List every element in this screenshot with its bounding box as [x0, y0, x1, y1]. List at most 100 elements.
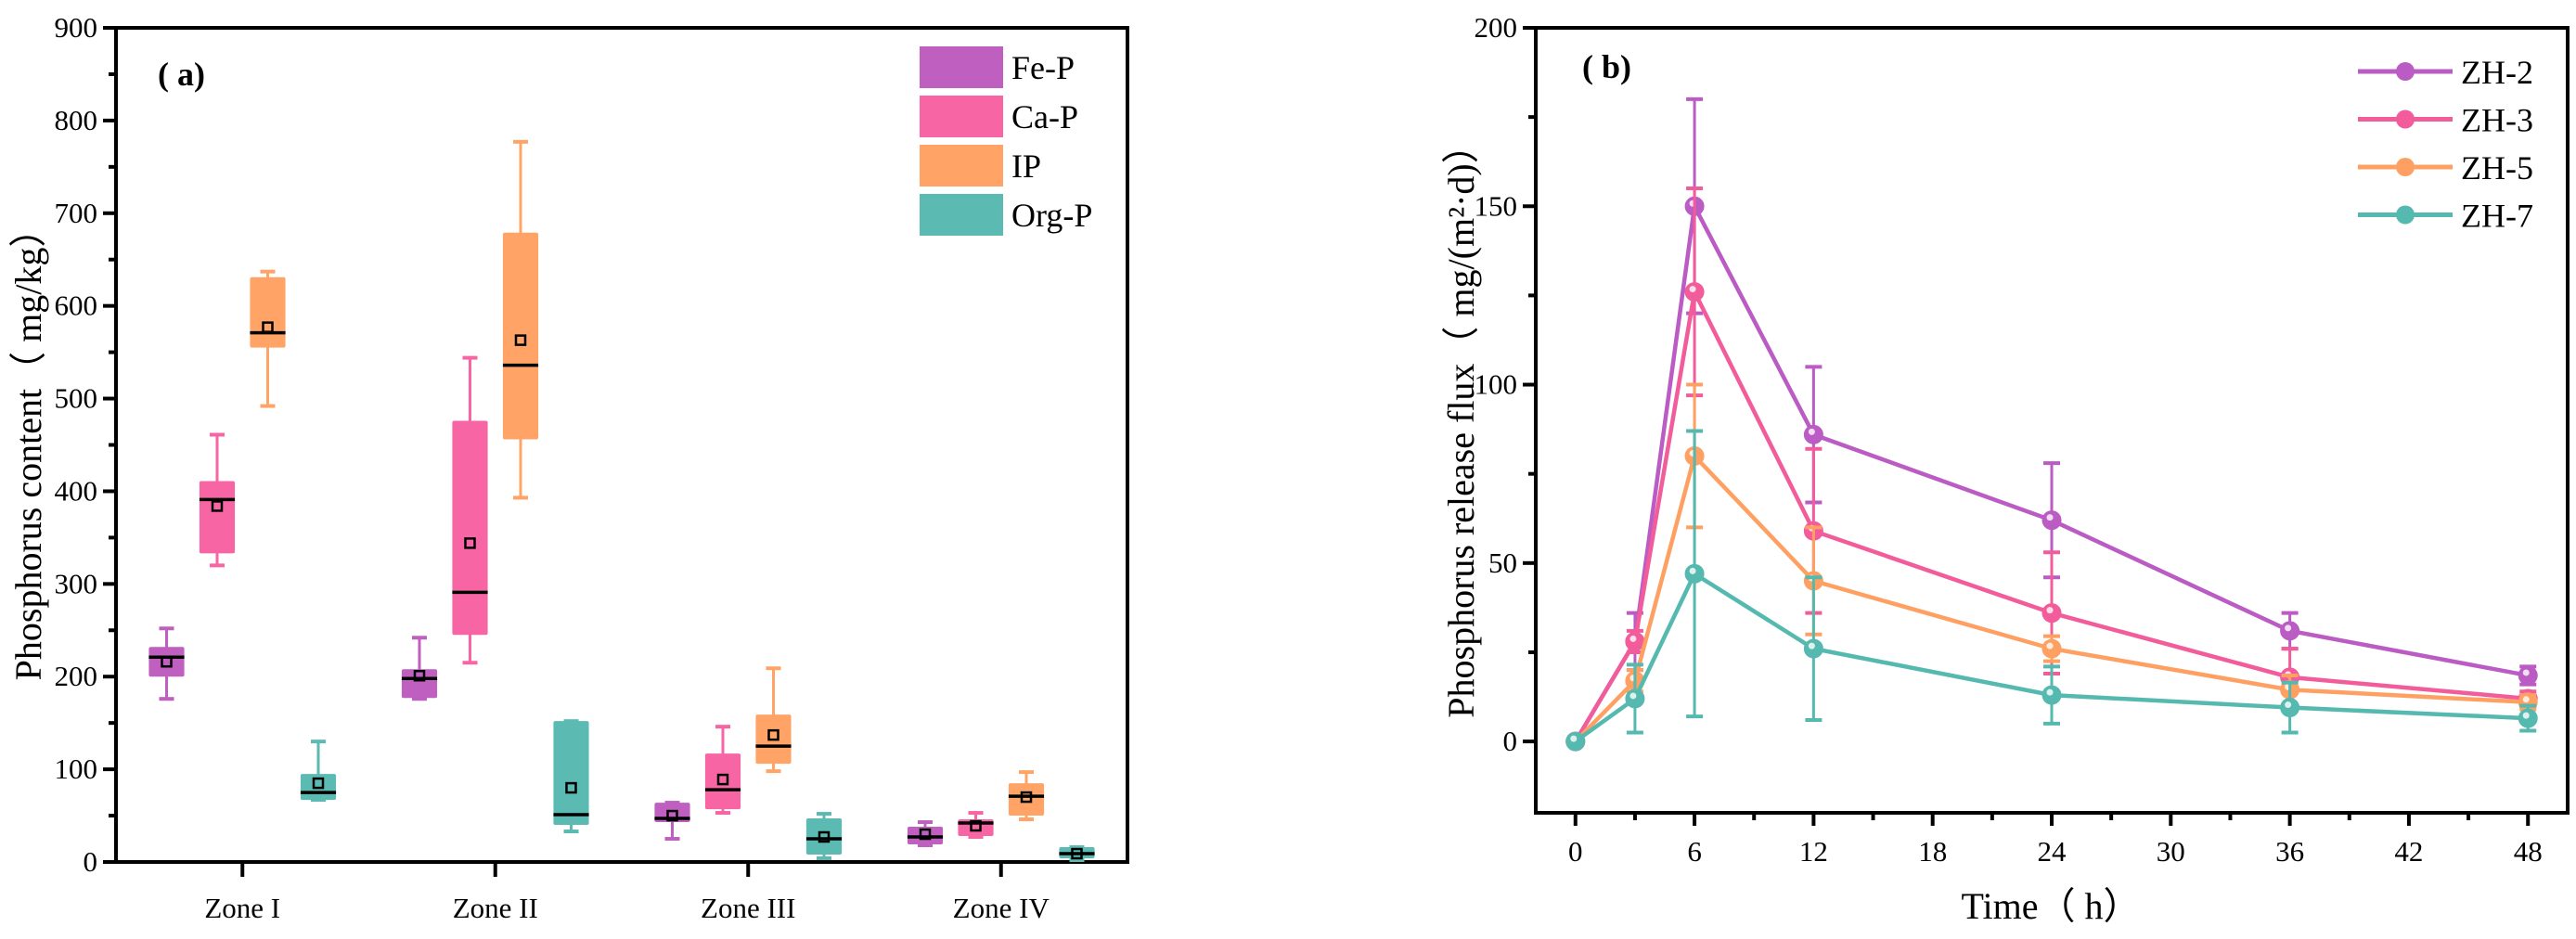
- box-fe-p-1: [148, 626, 185, 701]
- x-tick-label: 36: [2275, 835, 2304, 868]
- mean-marker: [565, 781, 577, 794]
- data-point: [2041, 510, 2062, 531]
- mean-marker: [312, 777, 325, 790]
- legend-label: Org-P: [1011, 197, 1092, 234]
- y-tick-label: 200: [1475, 11, 1518, 44]
- data-point: [1625, 631, 1645, 651]
- series-zh-7: [1565, 429, 2538, 752]
- legend-label: ZH-5: [2461, 149, 2533, 187]
- data-point-highlight: [1689, 567, 1696, 574]
- box-org-p-3: [805, 812, 843, 861]
- mean-marker: [1071, 847, 1083, 860]
- legend-swatch-ca-p: [920, 96, 1003, 137]
- data-point-highlight: [1629, 692, 1637, 700]
- data-point-highlight: [2522, 696, 2530, 703]
- legend-label: Fe-P: [1011, 49, 1075, 86]
- legend-marker: [2396, 62, 2415, 81]
- panel-a-box-chart: ( a) Phosphorus content（ mg/kg） 0 100 200 3…: [7, 11, 1129, 924]
- y-tick-label: 50: [1488, 547, 1517, 579]
- legend-swatch-org-p: [920, 194, 1003, 236]
- data-point: [2518, 665, 2538, 686]
- data-point: [1625, 688, 1645, 709]
- x-tick-label: Zone II: [453, 892, 538, 924]
- data-point: [2041, 685, 2062, 705]
- y-tick-label: 600: [55, 289, 98, 322]
- x-tick-label: 48: [2514, 835, 2543, 868]
- x-tick-label: 24: [2038, 835, 2067, 868]
- data-point-highlight: [2285, 701, 2292, 709]
- panel-b-x-axis-title: Time（ h）: [1961, 885, 2140, 927]
- x-tick-label: 0: [1568, 835, 1583, 868]
- box: [553, 721, 589, 826]
- mean-marker: [767, 728, 779, 741]
- box-fe-p-4: [907, 820, 944, 848]
- box-org-p-1: [300, 740, 337, 803]
- x-tick-label: Zone I: [204, 892, 280, 924]
- y-tick-label: 700: [55, 197, 98, 229]
- data-point-highlight: [2522, 669, 2530, 676]
- data-point: [1684, 282, 1705, 302]
- y-tick-label: 500: [55, 382, 98, 415]
- box-ca-p-2: [452, 355, 488, 665]
- data-point: [2280, 698, 2300, 718]
- y-tick-label: 0: [84, 845, 98, 878]
- data-point-highlight: [1689, 286, 1696, 293]
- box-org-p-2: [553, 719, 589, 834]
- x-tick-label: 12: [1799, 835, 1828, 868]
- data-point-highlight: [2522, 712, 2530, 719]
- panel-b-label: ( b): [1582, 48, 1631, 85]
- data-point-highlight: [1629, 635, 1637, 642]
- panel-b-line-chart: ( b) Phosphorus release flux（ mg/(m²·d)）…: [1440, 11, 2570, 927]
- x-tick-label: Zone III: [701, 892, 795, 924]
- panel-a-y-axis-title: Phosphorus content（ mg/kg）: [7, 211, 49, 681]
- mean-marker: [413, 669, 426, 682]
- mean-marker: [262, 321, 274, 333]
- legend-label: Ca-P: [1011, 98, 1078, 135]
- box-ip-3: [755, 666, 792, 774]
- box: [401, 669, 438, 699]
- mean-marker: [970, 819, 982, 832]
- panel-a-label: ( a): [158, 56, 205, 93]
- box: [199, 481, 236, 554]
- mean-marker: [514, 334, 527, 346]
- x-tick-label: 42: [2394, 835, 2423, 868]
- box: [452, 420, 488, 636]
- mean-marker: [716, 773, 729, 786]
- box-fe-p-2: [401, 636, 438, 701]
- box: [1008, 783, 1045, 817]
- legend-label: ZH-3: [2461, 102, 2533, 139]
- mean-marker: [919, 828, 932, 841]
- mean-marker: [818, 830, 831, 843]
- y-tick-label: 100: [55, 752, 98, 785]
- box-ca-p-1: [199, 432, 236, 568]
- data-point-highlight: [1570, 735, 1578, 742]
- box-ip-1: [250, 269, 286, 408]
- mean-marker: [1020, 791, 1033, 804]
- data-point-highlight: [2046, 688, 2054, 696]
- box: [148, 647, 185, 677]
- mean-marker: [211, 500, 224, 512]
- legend-label: ZH-2: [2461, 54, 2533, 91]
- legend-swatch-ip: [920, 145, 1003, 187]
- box: [805, 818, 843, 855]
- legend-marker: [2396, 205, 2415, 225]
- y-tick-label: 100: [1475, 368, 1518, 401]
- data-point-highlight: [2046, 642, 2054, 650]
- legend-marker: [2396, 158, 2415, 176]
- data-point: [2041, 638, 2062, 659]
- data-point: [2041, 603, 2062, 624]
- data-point: [1565, 731, 1586, 752]
- panel-b-y-axis-title: Phosphorus release flux（ mg/(m²·d)）: [1440, 126, 1482, 717]
- x-tick-label: 6: [1687, 835, 1702, 868]
- data-point-highlight: [2285, 624, 2292, 632]
- x-tick-label: Zone IV: [953, 892, 1050, 924]
- data-point-highlight: [1808, 428, 1815, 435]
- y-tick-label: 800: [55, 104, 98, 136]
- x-tick-label: 18: [1918, 835, 1947, 868]
- y-tick-label: 0: [1503, 725, 1518, 757]
- box-ca-p-3: [704, 725, 741, 816]
- legend-label: ZH-7: [2461, 198, 2533, 235]
- box-ip-4: [1008, 770, 1045, 822]
- data-point: [1684, 563, 1705, 584]
